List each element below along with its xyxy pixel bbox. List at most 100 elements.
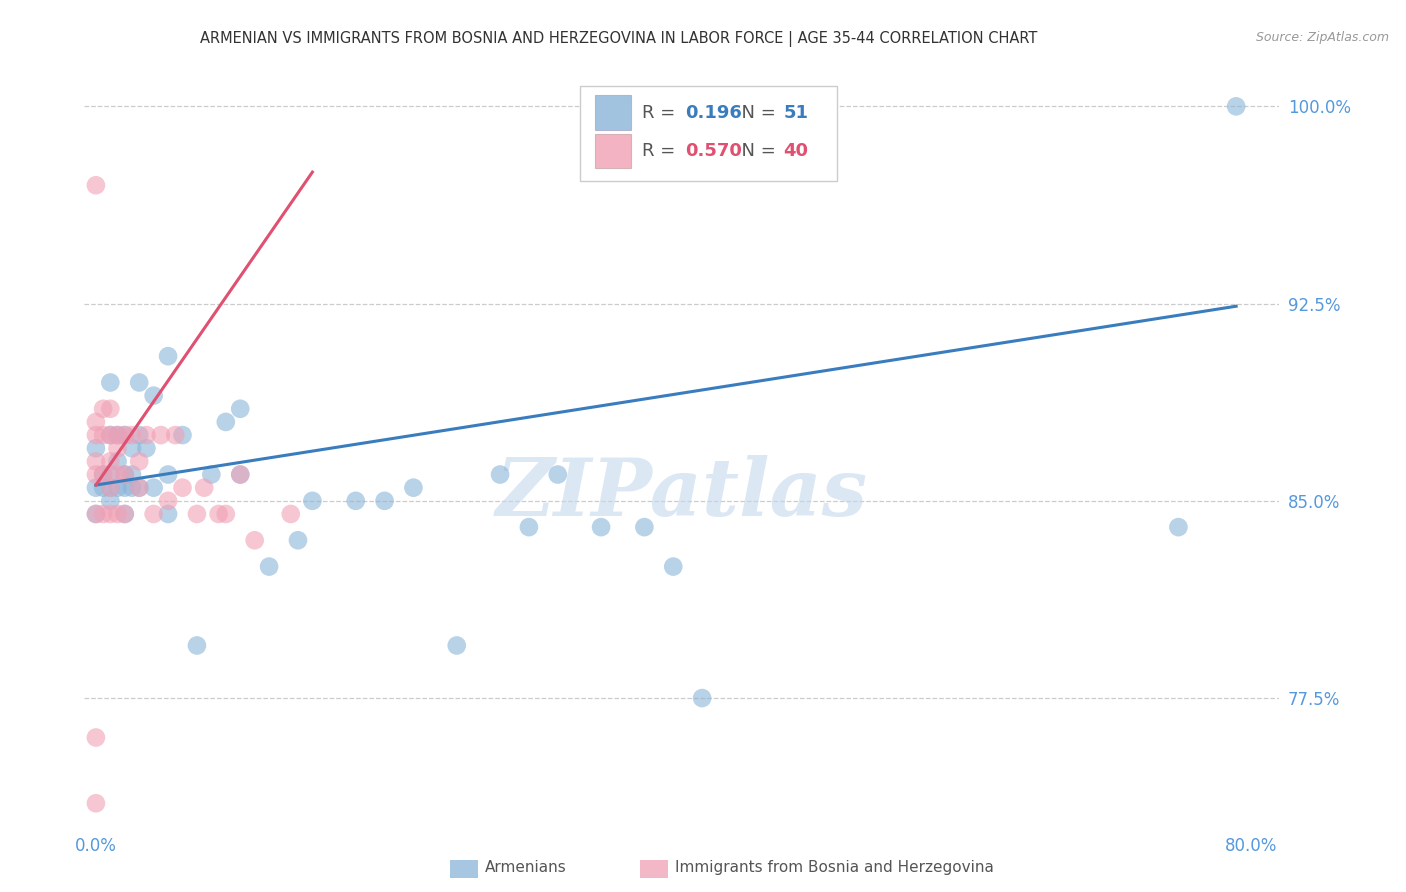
Point <box>165 428 187 442</box>
Point <box>128 481 150 495</box>
Point <box>128 454 150 468</box>
Text: ZIPatlas: ZIPatlas <box>496 455 868 533</box>
Point <box>200 467 222 482</box>
Point <box>1225 99 1247 113</box>
Point <box>128 376 150 390</box>
Point <box>591 520 613 534</box>
Point <box>84 797 107 811</box>
Bar <box>595 95 630 130</box>
Text: Immigrants from Bosnia and Herzegovina: Immigrants from Bosnia and Herzegovina <box>675 860 994 874</box>
Point <box>690 691 713 706</box>
Point <box>98 401 121 416</box>
Point <box>84 467 107 482</box>
Point <box>91 467 114 482</box>
Text: 40: 40 <box>783 142 808 160</box>
Point <box>98 507 121 521</box>
Point <box>215 507 238 521</box>
Point <box>344 493 367 508</box>
Point <box>84 454 107 468</box>
Point <box>301 493 323 508</box>
Point <box>128 481 150 495</box>
Point <box>121 467 143 482</box>
Point <box>114 428 136 442</box>
Point <box>114 507 136 521</box>
Point <box>84 507 107 521</box>
Point <box>1167 520 1189 534</box>
Point <box>84 415 107 429</box>
Text: ARMENIAN VS IMMIGRANTS FROM BOSNIA AND HERZEGOVINA IN LABOR FORCE | AGE 35-44 CO: ARMENIAN VS IMMIGRANTS FROM BOSNIA AND H… <box>200 31 1038 47</box>
Point <box>157 467 180 482</box>
Point <box>402 481 425 495</box>
Point <box>186 639 208 653</box>
Point <box>121 481 143 495</box>
Point <box>172 428 194 442</box>
Point <box>215 415 238 429</box>
Point <box>229 401 252 416</box>
Point <box>142 389 165 403</box>
Point <box>84 441 107 455</box>
Point <box>114 467 136 482</box>
Point <box>91 428 114 442</box>
Point <box>142 481 165 495</box>
Point <box>114 507 136 521</box>
Point <box>374 493 396 508</box>
Point <box>142 507 165 521</box>
Point <box>114 428 136 442</box>
Point <box>229 467 252 482</box>
Point <box>243 533 266 548</box>
Point <box>84 507 107 521</box>
Point <box>84 731 107 745</box>
Point <box>98 481 121 495</box>
Text: 0.570: 0.570 <box>686 142 742 160</box>
Text: R =: R = <box>643 142 682 160</box>
Point <box>489 467 512 482</box>
Point <box>91 401 114 416</box>
Point <box>287 533 309 548</box>
Point <box>662 559 685 574</box>
Point <box>280 507 302 521</box>
Point <box>107 441 129 455</box>
Text: Armenians: Armenians <box>485 860 567 874</box>
Point <box>84 428 107 442</box>
Point <box>98 428 121 442</box>
Point <box>91 467 114 482</box>
Point <box>98 481 121 495</box>
Point <box>84 178 107 193</box>
Point <box>107 507 129 521</box>
Point <box>107 467 129 482</box>
Point <box>107 481 129 495</box>
Point <box>114 467 136 482</box>
Point <box>84 481 107 495</box>
Point <box>517 520 540 534</box>
Point <box>98 493 121 508</box>
Point <box>149 428 172 442</box>
Point <box>207 507 229 521</box>
Point <box>121 428 143 442</box>
Point <box>98 454 121 468</box>
Point <box>186 507 208 521</box>
Point <box>547 467 569 482</box>
Point <box>91 481 114 495</box>
Point <box>633 520 655 534</box>
Text: N =: N = <box>730 103 782 121</box>
FancyBboxPatch shape <box>581 86 838 181</box>
Point <box>128 428 150 442</box>
Point <box>121 441 143 455</box>
Text: 51: 51 <box>783 103 808 121</box>
Point <box>257 559 280 574</box>
Point <box>91 507 114 521</box>
Text: Source: ZipAtlas.com: Source: ZipAtlas.com <box>1256 31 1389 45</box>
Point <box>135 428 157 442</box>
Point <box>229 467 252 482</box>
Bar <box>595 134 630 168</box>
Point <box>98 428 121 442</box>
Point <box>193 481 215 495</box>
Point <box>107 428 129 442</box>
Text: R =: R = <box>643 103 682 121</box>
Point <box>157 349 180 363</box>
Point <box>98 467 121 482</box>
Text: N =: N = <box>730 142 782 160</box>
Text: 0.196: 0.196 <box>686 103 742 121</box>
Point <box>135 441 157 455</box>
Point <box>114 481 136 495</box>
